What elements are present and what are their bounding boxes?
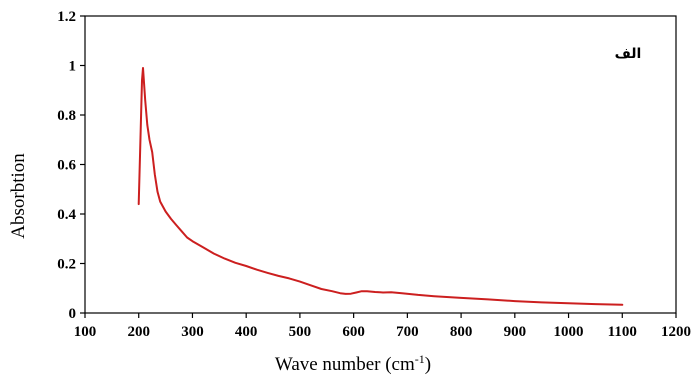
series-line [137,67,624,306]
y-tick-label: 0.8 [57,108,76,124]
x-tick-label: 500 [289,324,312,340]
x-axis-title: Wave number (cm-1) [275,352,431,375]
x-tick-label: 1100 [608,324,637,340]
y-tick-label: 0.6 [57,158,76,174]
x-tick-label: 400 [235,324,258,340]
y-tick-label: 1 [69,59,77,75]
y-tick-label: 1.2 [57,9,76,25]
x-tick-label: 600 [342,324,365,340]
x-tick-label: 800 [450,324,473,340]
y-tick-label: 0.4 [57,207,76,223]
y-axis-title: Absorbtion [8,153,29,239]
x-tick-label: 100 [74,324,97,340]
x-tick-label: 1000 [554,324,584,340]
y-tick-label: 0 [69,306,77,322]
x-tick-label: 1200 [661,324,691,340]
x-axis-title-superscript: -1 [415,352,425,366]
x-tick-label: 700 [396,324,419,340]
x-axis-title-close: ) [425,354,431,375]
chart-annotation: الف [615,46,642,62]
x-tick-label: 900 [504,324,527,340]
plot-area-border [84,15,677,314]
x-axis-title-main: Wave number (cm [275,354,415,375]
y-tick-label: 0.2 [57,257,76,273]
x-tick-label: 300 [181,324,204,340]
x-tick-label: 200 [127,324,150,340]
